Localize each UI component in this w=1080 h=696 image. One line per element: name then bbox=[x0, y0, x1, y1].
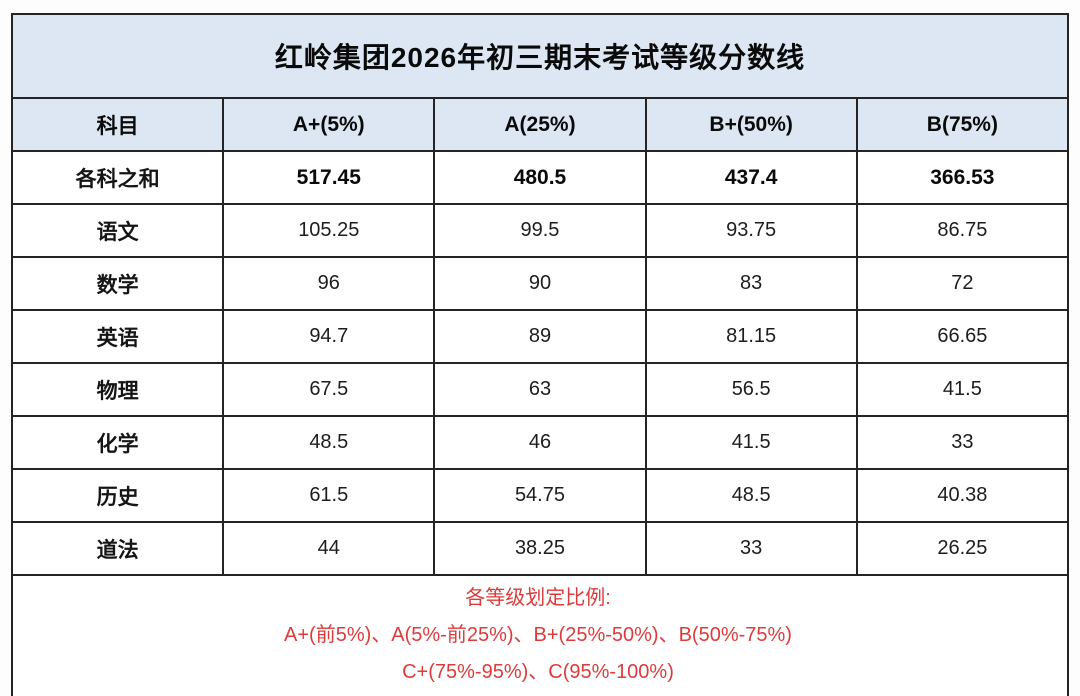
score-cell: 44 bbox=[222, 521, 436, 576]
column-header-b: B(75%) bbox=[855, 97, 1070, 152]
score-cell: 41.5 bbox=[644, 415, 858, 470]
column-header-subject: 科目 bbox=[10, 97, 225, 152]
table-row-math: 数学 96 90 83 72 bbox=[10, 256, 1070, 311]
subject-cell: 语文 bbox=[10, 203, 225, 258]
column-header-a: A(25%) bbox=[433, 97, 647, 152]
score-cell: 46 bbox=[433, 415, 647, 470]
table-row-physics: 物理 67.5 63 56.5 41.5 bbox=[10, 362, 1070, 417]
title-row: 红岭集团2026年初三期末考试等级分数线 bbox=[11, 13, 1069, 99]
footnote-line-ratio-title: 各等级划定比例: bbox=[465, 587, 611, 609]
table-title: 红岭集团2026年初三期末考试等级分数线 bbox=[11, 13, 1069, 99]
score-cell: 26.25 bbox=[855, 521, 1070, 576]
score-cell: 105.25 bbox=[222, 203, 436, 258]
score-cell: 517.45 bbox=[222, 150, 436, 205]
score-cell: 54.75 bbox=[433, 468, 647, 523]
score-cell: 86.75 bbox=[855, 203, 1070, 258]
score-cell: 63 bbox=[433, 362, 647, 417]
subject-cell: 英语 bbox=[10, 309, 225, 364]
score-cell: 81.15 bbox=[644, 309, 858, 364]
score-cell: 89 bbox=[433, 309, 647, 364]
table-row-english: 英语 94.7 89 81.15 66.65 bbox=[10, 309, 1070, 364]
score-cell: 437.4 bbox=[644, 150, 858, 205]
subject-cell: 物理 bbox=[10, 362, 225, 417]
score-cell: 33 bbox=[644, 521, 858, 576]
score-cell: 66.65 bbox=[855, 309, 1070, 364]
table-row-morality: 道法 44 38.25 33 26.25 bbox=[10, 521, 1070, 576]
subject-cell: 历史 bbox=[10, 468, 225, 523]
table-row-chinese: 语文 105.25 99.5 93.75 86.75 bbox=[10, 203, 1070, 258]
table-row-total: 各科之和 517.45 480.5 437.4 366.53 bbox=[10, 150, 1070, 205]
subject-cell: 化学 bbox=[10, 415, 225, 470]
footnote: 各等级划定比例: A+(前5%)、A(5%-前25%)、B+(25%-50%)、… bbox=[11, 574, 1069, 696]
table-row-chemistry: 化学 48.5 46 41.5 33 bbox=[10, 415, 1070, 470]
score-cell: 61.5 bbox=[222, 468, 436, 523]
score-cell: 90 bbox=[433, 256, 647, 311]
score-cell: 72 bbox=[855, 256, 1070, 311]
score-cell: 41.5 bbox=[855, 362, 1070, 417]
score-cell: 67.5 bbox=[222, 362, 436, 417]
score-cell: 56.5 bbox=[644, 362, 858, 417]
score-cell: 366.53 bbox=[855, 150, 1070, 205]
subject-cell: 各科之和 bbox=[10, 150, 225, 205]
column-header-a-plus: A+(5%) bbox=[222, 97, 436, 152]
footnote-row: 各等级划定比例: A+(前5%)、A(5%-前25%)、B+(25%-50%)、… bbox=[11, 574, 1069, 696]
score-cell: 94.7 bbox=[222, 309, 436, 364]
column-header-b-plus: B+(50%) bbox=[644, 97, 858, 152]
table-row-history: 历史 61.5 54.75 48.5 40.38 bbox=[10, 468, 1070, 523]
score-cell: 480.5 bbox=[433, 150, 647, 205]
score-cell: 48.5 bbox=[222, 415, 436, 470]
header-row: 科目 A+(5%) A(25%) B+(50%) B(75%) bbox=[10, 97, 1070, 152]
score-cell: 40.38 bbox=[855, 468, 1070, 523]
footnote-line-grades-upper: A+(前5%)、A(5%-前25%)、B+(25%-50%)、B(50%-75%… bbox=[284, 624, 792, 646]
score-cell: 33 bbox=[855, 415, 1070, 470]
score-cell: 83 bbox=[644, 256, 858, 311]
score-cell: 93.75 bbox=[644, 203, 858, 258]
score-cell: 99.5 bbox=[433, 203, 647, 258]
score-cell: 96 bbox=[222, 256, 436, 311]
score-cell: 38.25 bbox=[433, 521, 647, 576]
subject-cell: 数学 bbox=[10, 256, 225, 311]
subject-cell: 道法 bbox=[10, 521, 225, 576]
score-cell: 48.5 bbox=[644, 468, 858, 523]
score-table: 红岭集团2026年初三期末考试等级分数线 科目 A+(5%) A(25%) B+… bbox=[10, 13, 1070, 696]
footnote-line-grades-lower: C+(75%-95%)、C(95%-100%) bbox=[402, 661, 674, 683]
